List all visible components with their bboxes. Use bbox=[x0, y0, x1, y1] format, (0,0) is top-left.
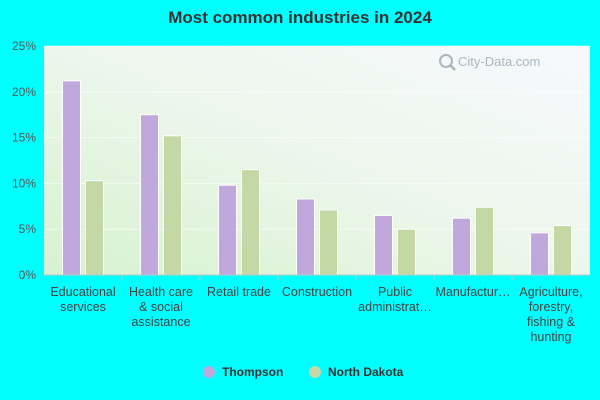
bar-north-dakota bbox=[397, 228, 416, 276]
legend-marker bbox=[203, 366, 215, 378]
y-tick-label: 10% bbox=[12, 176, 36, 190]
bar-north-dakota bbox=[241, 169, 260, 276]
y-tick-label: 25% bbox=[12, 39, 36, 53]
bar-north-dakota bbox=[163, 135, 182, 276]
bar-thompson bbox=[296, 198, 315, 276]
bar-thompson bbox=[62, 80, 81, 276]
x-category-label: Health care & social assistance bbox=[129, 285, 193, 329]
legend-label: North Dakota bbox=[328, 365, 404, 379]
bar-thompson bbox=[530, 232, 549, 276]
plot-background bbox=[44, 46, 590, 275]
y-tick-label: 0% bbox=[19, 268, 37, 282]
bar-north-dakota bbox=[553, 225, 572, 276]
watermark-text: City-Data.com bbox=[458, 54, 540, 69]
legend-label: Thompson bbox=[222, 365, 283, 379]
legend-marker bbox=[309, 366, 321, 378]
magnifier-icon bbox=[439, 54, 456, 71]
bar-north-dakota bbox=[475, 206, 494, 276]
x-category-label: Public administrat… bbox=[358, 285, 432, 314]
bar-thompson bbox=[140, 114, 159, 276]
bar-thompson bbox=[374, 214, 393, 276]
chart-title: Most common industries in 2024 bbox=[168, 8, 432, 27]
bar-thompson bbox=[218, 184, 237, 276]
bar-north-dakota bbox=[85, 180, 104, 276]
bar-north-dakota bbox=[319, 209, 338, 276]
x-category-label: Agriculture, forestry, fishing & hunting bbox=[519, 285, 582, 344]
bar-thompson bbox=[452, 217, 471, 276]
y-tick-label: 5% bbox=[19, 222, 37, 236]
x-category-label: Manufactur… bbox=[435, 285, 510, 299]
y-tick-label: 15% bbox=[12, 131, 36, 145]
x-category-label: Retail trade bbox=[207, 285, 271, 299]
x-category-label: Educational services bbox=[50, 285, 115, 314]
x-category-label: Construction bbox=[282, 285, 352, 299]
watermark: City-Data.com bbox=[439, 54, 540, 71]
y-tick-label: 20% bbox=[12, 85, 36, 99]
